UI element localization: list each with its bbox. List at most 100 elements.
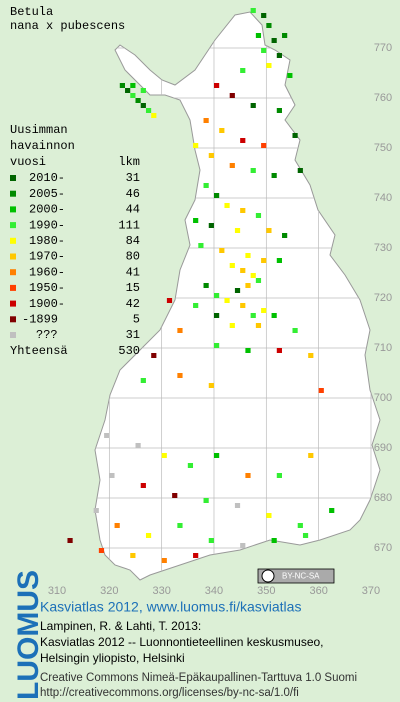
y-tick-label: 680 <box>374 492 392 504</box>
occurrence-square <box>271 38 277 43</box>
occurrence-square <box>292 328 298 333</box>
occurrence-square <box>172 493 178 498</box>
legend-count-header: lkm <box>118 155 140 169</box>
occurrence-square <box>166 298 173 303</box>
occurrence-square <box>193 303 199 308</box>
occurrence-square <box>213 453 220 458</box>
occurrence-square <box>297 168 303 173</box>
occurrence-square <box>276 258 282 263</box>
occurrence-square <box>276 53 282 58</box>
y-tick-label: 750 <box>374 142 392 154</box>
occurrence-square <box>292 133 298 138</box>
occurrence-square <box>125 88 131 93</box>
occurrence-square <box>318 388 324 393</box>
logo: LUOMUS <box>12 570 45 700</box>
occurrence-square <box>266 63 272 68</box>
legend-swatch <box>10 222 16 229</box>
occurrence-square <box>203 183 209 188</box>
occurrence-square <box>177 373 183 378</box>
occurrence-square <box>135 443 141 448</box>
legend-swatch <box>10 300 16 307</box>
occurrence-square <box>213 293 220 298</box>
x-tick-label: 320 <box>100 585 118 597</box>
occurrence-square <box>98 548 105 553</box>
legend-swatch <box>10 284 16 291</box>
occurrence-square <box>308 353 314 358</box>
occurrence-square <box>229 93 235 98</box>
occurrence-square <box>177 328 183 333</box>
x-tick-label: 350 <box>257 585 275 597</box>
occurrence-square <box>193 218 199 223</box>
legend-label: 1960- <box>29 265 65 279</box>
occurrence-square <box>261 143 267 148</box>
legend-label: ??? <box>36 328 58 342</box>
occurrence-square <box>119 83 125 88</box>
legend-count: 42 <box>126 297 140 311</box>
y-tick-label: 690 <box>374 442 392 454</box>
legend-swatch <box>10 253 16 260</box>
occurrence-square <box>130 83 136 88</box>
legend-total-label: Yhteensä <box>10 344 68 358</box>
legend-count: 15 <box>126 281 140 295</box>
occurrence-square <box>245 348 251 353</box>
occurrence-square <box>250 8 256 13</box>
occurrence-square <box>161 453 167 458</box>
occurrence-square <box>229 163 235 168</box>
legend-label: 1900- <box>29 297 65 311</box>
occurrence-square <box>224 203 230 208</box>
occurrence-square <box>145 108 152 113</box>
occurrence-square <box>255 323 262 328</box>
ticks: 310 320 330 340 350 360 370 670 680 690 700 710 720 7… <box>48 42 392 597</box>
occurrence-square <box>140 103 146 108</box>
occurrence-square <box>135 98 141 103</box>
legend-swatch <box>10 316 16 323</box>
legend-count: 31 <box>126 328 140 342</box>
occurrence-square <box>240 68 246 73</box>
occurrence-square <box>276 348 282 353</box>
legend-swatch <box>10 237 16 244</box>
occurrence-square <box>140 88 146 93</box>
subtitle: nana x pubescens <box>10 19 125 33</box>
occurrence-square <box>219 248 225 253</box>
occurrence-square <box>114 523 120 528</box>
occurrence-square <box>271 538 277 543</box>
legend-label: 1970- <box>29 250 65 264</box>
occurrence-square <box>255 213 262 218</box>
x-tick-label: 310 <box>48 585 66 597</box>
y-tick-label: 710 <box>374 342 392 354</box>
occurrence-square <box>203 118 209 123</box>
occurrence-square <box>250 103 256 108</box>
cc-icon <box>261 569 275 583</box>
occurrence-square <box>67 538 73 543</box>
occurrence-square <box>208 383 214 388</box>
legend-count: 31 <box>126 171 140 185</box>
occurrence-square <box>234 288 241 293</box>
occurrence-square <box>151 113 157 118</box>
occurrence-square <box>266 23 272 28</box>
legend-header: vuosi <box>10 155 46 169</box>
legend-count: 111 <box>118 218 140 232</box>
badge-box <box>257 568 335 584</box>
occurrence-square <box>213 343 220 348</box>
occurrence-square <box>240 208 246 213</box>
license: Creative Commons Nimeä-Epäkaupallinen-Ta… <box>40 672 357 684</box>
occurrence-square <box>234 228 241 233</box>
occurrence-square <box>140 483 146 488</box>
occurrence-square <box>208 223 214 228</box>
occurrence-square <box>276 108 282 113</box>
occurrence-square <box>229 263 235 268</box>
occurrence-square <box>240 543 246 548</box>
occurrence-square <box>245 283 251 288</box>
occurrence-square <box>250 273 256 278</box>
occurrence-square <box>297 523 303 528</box>
legend-swatch <box>10 269 16 276</box>
legend-count: 84 <box>126 234 140 248</box>
occurrence-square <box>198 243 204 248</box>
occurrence-square <box>93 508 99 513</box>
citation: Helsingin yliopisto, Helsinki <box>40 651 185 665</box>
legend-label: -1899 <box>22 312 58 326</box>
legend-count: 46 <box>126 187 140 201</box>
legend-header: Uusimman <box>10 123 68 137</box>
citation: Lampinen, R. & Lahti, T. 2013: <box>40 619 201 633</box>
occurrence-square <box>224 298 230 303</box>
